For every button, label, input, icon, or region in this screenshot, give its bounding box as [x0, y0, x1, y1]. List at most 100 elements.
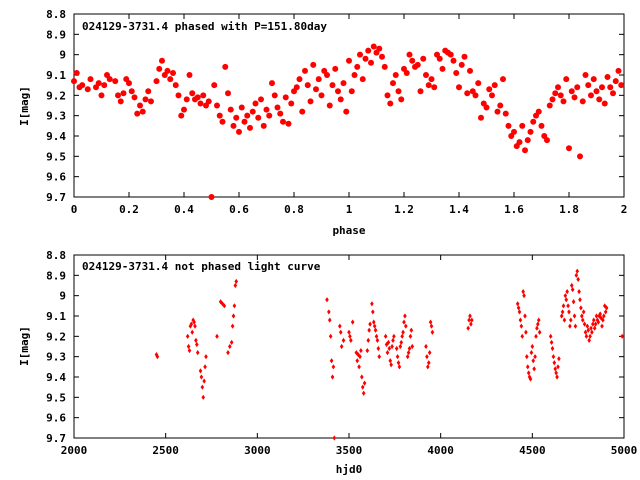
phased-data-point	[175, 92, 182, 99]
phased-data-point	[354, 63, 361, 70]
unphased-data-point	[327, 317, 332, 323]
unphased-data-point	[403, 313, 407, 319]
phased-x-axis-label: phase	[332, 224, 365, 237]
unphased-data-point	[409, 327, 414, 333]
phased-data-point	[456, 84, 462, 91]
unphased-data-point	[602, 313, 606, 319]
unphased-data-point	[578, 297, 582, 303]
unphased-x-ticks: 2000 2500 3000 3500 4000 4500 5000	[61, 255, 637, 457]
phased-data-point	[332, 65, 339, 72]
unphased-data-point	[592, 325, 597, 331]
phased-y-tick-label: 9.3	[46, 110, 66, 123]
phased-x-ticks: 0 0.2 0.4 0.6 0.8 1 1.2 1.4 1.6 1.8 2	[71, 14, 627, 216]
unphased-data-point	[620, 333, 624, 339]
phased-data-point	[280, 118, 286, 125]
phased-data-point	[615, 67, 622, 74]
phased-data-point	[120, 90, 127, 97]
phased-y-tick-label: 9.2	[46, 89, 66, 102]
phased-x-tick-label: 0.2	[119, 203, 139, 216]
phased-data-point	[126, 80, 132, 87]
unphased-data-point	[517, 309, 522, 315]
phased-data-point	[571, 94, 578, 101]
unphased-data-point	[338, 329, 343, 335]
unphased-x-tick-label: 2000	[61, 444, 88, 457]
unphased-data-point	[559, 313, 564, 319]
phased-data-point	[384, 92, 391, 99]
unphased-data-point	[383, 333, 388, 339]
phased-data-point	[296, 76, 303, 83]
phased-data-point	[549, 96, 556, 103]
phased-data-point	[447, 51, 454, 58]
unphased-data-point	[388, 358, 393, 364]
phased-data-point	[153, 78, 160, 85]
phased-data-point	[101, 82, 108, 89]
unphased-points	[154, 268, 624, 441]
phased-data-point	[307, 98, 314, 105]
unphased-data-point	[359, 347, 363, 354]
phased-data-point	[497, 102, 504, 109]
unphased-data-point	[548, 333, 553, 339]
unphased-data-point	[387, 345, 392, 352]
phased-data-point	[582, 72, 589, 78]
phased-data-point	[139, 108, 146, 115]
unphased-data-point	[603, 309, 608, 315]
unphased-y-tick-label: 8.8	[46, 249, 66, 262]
phased-data-point	[244, 112, 251, 119]
unphased-data-point	[470, 317, 474, 323]
unphased-data-point	[529, 350, 534, 356]
phased-y-axis-label: I[mag]	[18, 86, 31, 126]
phased-data-point	[590, 76, 597, 83]
unphased-data-point	[562, 317, 567, 323]
unphased-data-point	[466, 325, 470, 331]
unphased-plot-frame	[73, 254, 625, 439]
phased-data-point	[522, 147, 528, 154]
phased-data-point	[483, 104, 490, 111]
unphased-data-point	[348, 333, 352, 339]
unphased-y-tick-label: 9.3	[46, 351, 66, 364]
unphased-data-point	[404, 323, 408, 329]
phased-y-tick-label: 8.8	[46, 8, 66, 21]
unphased-data-point	[397, 364, 402, 370]
phased-data-point	[178, 112, 185, 119]
phased-data-point	[159, 57, 165, 64]
unphased-data-point	[523, 313, 527, 319]
unphased-y-axis-label: I[mag]	[18, 326, 31, 366]
phased-data-point	[599, 84, 605, 91]
unphased-data-point	[525, 364, 530, 370]
phased-data-point	[225, 90, 231, 97]
unphased-data-point	[563, 293, 568, 299]
unphased-data-point	[198, 368, 203, 374]
phased-data-point	[194, 94, 201, 101]
phased-data-point	[340, 80, 347, 87]
phased-data-point	[230, 122, 237, 129]
phased-data-point	[343, 108, 350, 115]
phased-data-point	[428, 76, 435, 83]
unphased-data-point	[427, 350, 432, 356]
phased-data-point	[612, 78, 619, 85]
phased-data-point	[227, 106, 234, 113]
unphased-data-point	[594, 313, 599, 319]
unphased-data-point	[367, 327, 371, 333]
phased-data-point	[472, 92, 479, 99]
phased-data-point	[491, 82, 498, 89]
phased-x-tick-label: 0.4	[174, 203, 194, 216]
unphased-data-point	[597, 313, 602, 319]
phased-data-point	[546, 102, 553, 109]
phased-y-tick-label: 9.6	[46, 171, 66, 184]
unphased-data-point	[430, 329, 435, 335]
unphased-data-point	[226, 350, 230, 356]
unphased-data-point	[522, 293, 526, 299]
unphased-y-tick-label: 8.9	[46, 269, 66, 282]
unphased-data-point	[192, 319, 196, 325]
phased-data-point	[538, 122, 545, 129]
phased-data-point	[486, 86, 493, 93]
unphased-data-point	[584, 333, 589, 339]
phased-data-point	[387, 100, 394, 107]
unphased-data-point	[371, 309, 375, 315]
unphased-data-point	[368, 321, 372, 327]
phased-data-point	[409, 57, 416, 64]
phased-data-point	[379, 53, 385, 60]
phased-data-point	[335, 88, 341, 95]
phased-data-point	[585, 82, 592, 89]
